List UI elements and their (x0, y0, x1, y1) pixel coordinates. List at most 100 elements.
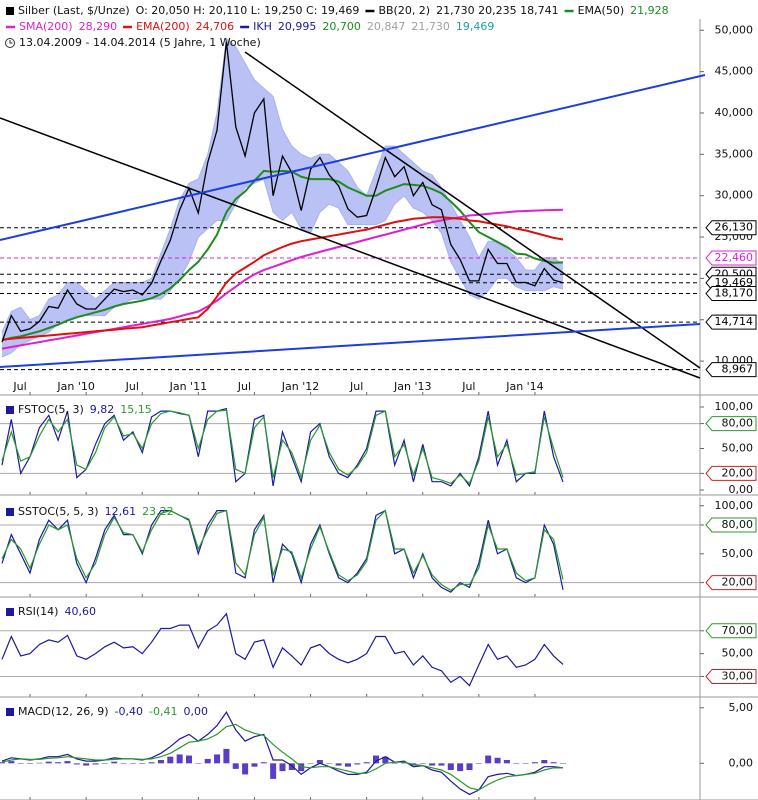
x-tick-label: Jul (12, 380, 26, 393)
legend-value: 20,847 (367, 20, 406, 33)
y-tick-label: 80,00 (722, 518, 754, 531)
histogram-bar (92, 763, 99, 765)
legend-value: 12,61 (105, 505, 137, 518)
histogram-bar (0, 762, 5, 764)
legend-name: SMA(200) (19, 20, 73, 33)
histogram-bar (485, 755, 492, 764)
panel-title: FSTOC(5, 3) (18, 403, 84, 416)
y-tick-label: 40,000 (715, 106, 754, 119)
y-tick-label: 100,00 (715, 499, 754, 512)
series-line (1, 409, 564, 485)
histogram-bar (195, 763, 202, 764)
legend-icon (6, 508, 14, 516)
y-tick-label: 30,00 (722, 669, 754, 682)
level-box (705, 250, 757, 266)
panel-title: RSI(14) (18, 605, 58, 618)
x-tick-label: Jul (237, 380, 251, 393)
histogram-bar (251, 763, 258, 767)
ohlc: O: 20,050 H: 20,110 L: 19,250 C: 19,469 (136, 4, 360, 17)
legend-name: EMA(50) (578, 4, 625, 17)
band-lower (1, 178, 564, 358)
legend-value: 21,730 20,235 18,741 (436, 4, 558, 17)
date-range: 13.04.2009 - 14.04.2014 (5 Jahre, 1 Woch… (19, 36, 261, 49)
legend-value: 19,469 (456, 20, 495, 33)
level-label: 8,967 (722, 363, 754, 376)
histogram-bar (129, 763, 136, 764)
y-tick-label: 100,00 (715, 400, 754, 413)
legend-icon (6, 708, 14, 716)
band-upper (1, 37, 564, 333)
histogram-bar (242, 763, 249, 775)
legend-name: EMA(200) (136, 20, 190, 33)
histogram-bar (223, 748, 230, 764)
chart-title: Silber (Last, $/Unze) (18, 4, 130, 17)
trend-line (0, 117, 701, 379)
histogram-bar (503, 760, 510, 764)
price-line (1, 41, 564, 343)
histogram-bar (335, 763, 342, 766)
histogram-bar (27, 763, 34, 764)
histogram-bar (391, 763, 398, 764)
legend-icon (6, 406, 14, 414)
histogram-bar (55, 762, 62, 764)
histogram-bar (232, 763, 239, 769)
legend-icon (6, 7, 14, 15)
histogram-bar (83, 763, 90, 766)
histogram-bar (560, 763, 566, 764)
y-tick-label: 0,00 (729, 483, 754, 496)
legend-icon (6, 608, 14, 616)
histogram-bar (8, 761, 15, 764)
tick-box (705, 575, 757, 591)
x-tick-label: Jul (349, 380, 363, 393)
series-line (1, 723, 564, 791)
histogram-bar (457, 763, 464, 772)
histogram-bar (382, 756, 389, 764)
y-tick-label: 50,00 (722, 547, 754, 560)
x-tick-label: Jan '10 (56, 380, 94, 393)
histogram-bar (148, 762, 155, 764)
histogram-bar (550, 762, 557, 764)
histogram-bar (64, 761, 71, 764)
panel-title: MACD(12, 26, 9) (18, 705, 109, 718)
histogram-bar (373, 755, 379, 764)
clock-icon (9, 40, 13, 44)
histogram-bar (214, 754, 221, 764)
histogram-bar (45, 761, 52, 764)
level-box (705, 220, 757, 236)
y-tick-label: 20,00 (722, 466, 754, 479)
level-label: 18,170 (715, 287, 754, 300)
y-tick-label: 5,00 (729, 701, 754, 714)
y-tick-label: 50,00 (722, 647, 754, 660)
level-label: 26,130 (715, 221, 754, 234)
series-line (1, 169, 564, 342)
trend-line (0, 323, 701, 368)
series-line (1, 216, 564, 341)
histogram-bar (541, 760, 548, 764)
y-tick-label: 80,00 (722, 417, 754, 430)
histogram-bar (354, 763, 361, 765)
series-line (1, 509, 564, 593)
series-line (1, 612, 564, 687)
legend-value: 23,22 (142, 505, 174, 518)
histogram-bar (419, 763, 426, 764)
y-tick-label: 50,000 (715, 23, 754, 36)
histogram-bar (167, 756, 174, 764)
legend-value: 15,15 (120, 403, 152, 416)
panel-title: SSTOC(5, 5, 3) (18, 505, 99, 518)
histogram-bar (270, 763, 277, 779)
series-line (1, 711, 564, 796)
level-label: 22,460 (715, 251, 754, 264)
level-box (705, 362, 757, 378)
histogram-bar (288, 763, 295, 770)
histogram-bar (344, 763, 351, 767)
histogram-bar (176, 754, 183, 764)
histogram-bar (326, 763, 333, 764)
histogram-bar (73, 763, 80, 765)
y-tick-label: 45,000 (715, 65, 754, 78)
histogram-bar (475, 763, 482, 764)
band-fill (2, 38, 563, 357)
histogram-bar (531, 762, 538, 764)
histogram-bar (466, 763, 473, 770)
histogram-bar (363, 762, 370, 764)
